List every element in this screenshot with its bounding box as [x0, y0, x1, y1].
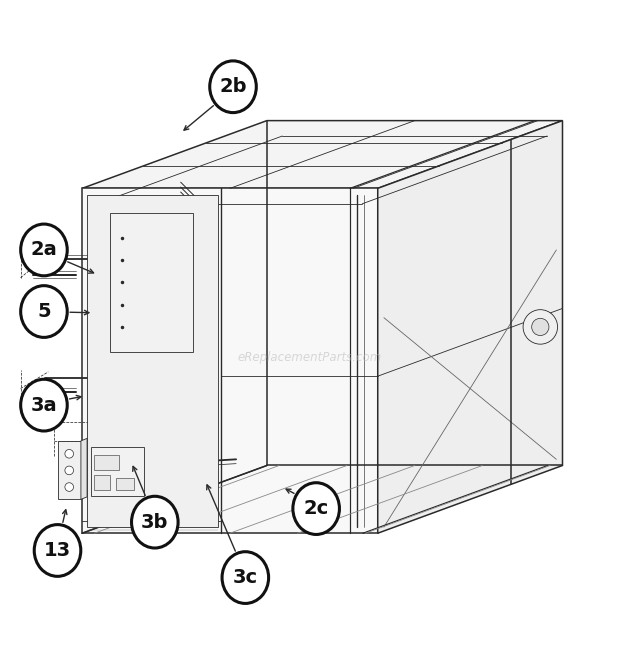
Ellipse shape: [20, 224, 67, 276]
Bar: [91, 447, 144, 496]
Polygon shape: [58, 441, 81, 500]
Ellipse shape: [20, 379, 67, 431]
Circle shape: [65, 482, 74, 491]
Ellipse shape: [131, 496, 178, 548]
Text: 2c: 2c: [304, 499, 329, 518]
Polygon shape: [81, 438, 87, 500]
Polygon shape: [82, 121, 562, 188]
Ellipse shape: [222, 552, 268, 603]
Ellipse shape: [293, 482, 339, 535]
Polygon shape: [87, 195, 218, 527]
Polygon shape: [82, 188, 378, 533]
Bar: [116, 478, 135, 490]
Text: 3b: 3b: [141, 513, 169, 532]
Ellipse shape: [34, 525, 81, 576]
Text: 3a: 3a: [30, 395, 57, 414]
Text: 3c: 3c: [232, 568, 258, 587]
Circle shape: [532, 318, 549, 335]
Circle shape: [65, 466, 74, 475]
Bar: [94, 475, 110, 490]
Text: 5: 5: [37, 302, 51, 321]
Circle shape: [65, 449, 74, 458]
Bar: [94, 455, 119, 471]
Ellipse shape: [210, 61, 256, 113]
Text: 2b: 2b: [219, 77, 247, 96]
Text: 13: 13: [44, 541, 71, 560]
Circle shape: [523, 310, 557, 344]
Polygon shape: [378, 121, 562, 533]
Text: 2a: 2a: [30, 240, 57, 259]
Ellipse shape: [20, 286, 67, 337]
Bar: [110, 213, 193, 352]
Text: eReplacementParts.com: eReplacementParts.com: [238, 351, 382, 364]
